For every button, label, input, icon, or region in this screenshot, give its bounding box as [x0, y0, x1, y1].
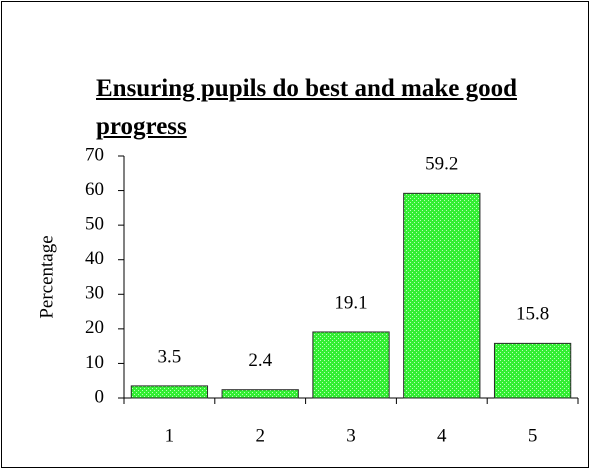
value-label: 59.2: [425, 154, 458, 175]
x-tick-label: 4: [437, 425, 447, 446]
x-tick-label: 3: [346, 425, 356, 446]
bar: [221, 389, 299, 399]
y-tick-label: 20: [85, 317, 104, 338]
bar: [493, 342, 572, 399]
bar: [312, 331, 390, 399]
value-label: 3.5: [158, 346, 182, 367]
bar: [403, 192, 481, 399]
x-tick-label: 2: [255, 425, 265, 446]
chart-title: Ensuring pupils do best and make good pr…: [96, 75, 517, 140]
value-label: 2.4: [248, 350, 272, 371]
y-tick-label: 0: [95, 386, 105, 407]
value-label: 19.1: [334, 292, 367, 313]
y-tick-label: 30: [85, 283, 104, 304]
value-label: 15.8: [516, 304, 549, 325]
x-tick-label: 5: [528, 425, 538, 446]
y-tick-label: 70: [85, 144, 104, 165]
x-tick-label: 1: [165, 425, 175, 446]
y-tick-label: 10: [85, 352, 104, 373]
y-tick-label: 60: [85, 179, 104, 200]
y-axis-label: Percentage: [36, 235, 57, 318]
bar: [130, 385, 209, 399]
y-tick-label: 50: [85, 214, 104, 235]
y-tick-label: 40: [85, 248, 104, 269]
